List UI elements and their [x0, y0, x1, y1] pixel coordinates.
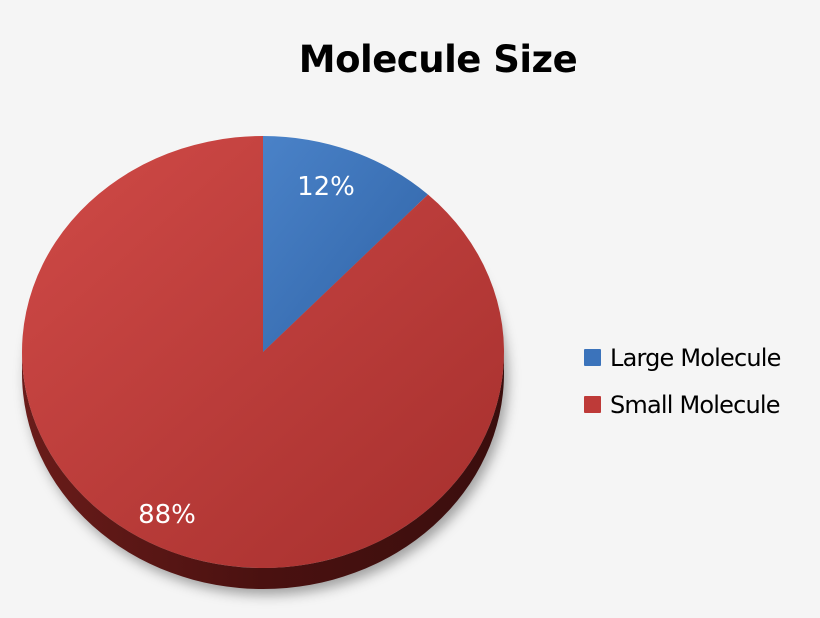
- legend-swatch: [584, 349, 601, 366]
- chart-title: Molecule Size: [298, 38, 578, 81]
- legend: Large Molecule Small Molecule: [584, 334, 781, 428]
- legend-label: Small Molecule: [610, 390, 781, 419]
- legend-swatch: [584, 396, 601, 413]
- pie-slice-small-molecule: [21, 136, 504, 568]
- pie-slice-large-molecule: [263, 136, 428, 352]
- legend-item-small-molecule: Small Molecule: [584, 381, 781, 428]
- data-label: 88%: [138, 500, 196, 530]
- legend-label: Large Molecule: [610, 343, 781, 372]
- legend-item-large-molecule: Large Molecule: [584, 334, 781, 381]
- data-label: 12%: [297, 172, 355, 202]
